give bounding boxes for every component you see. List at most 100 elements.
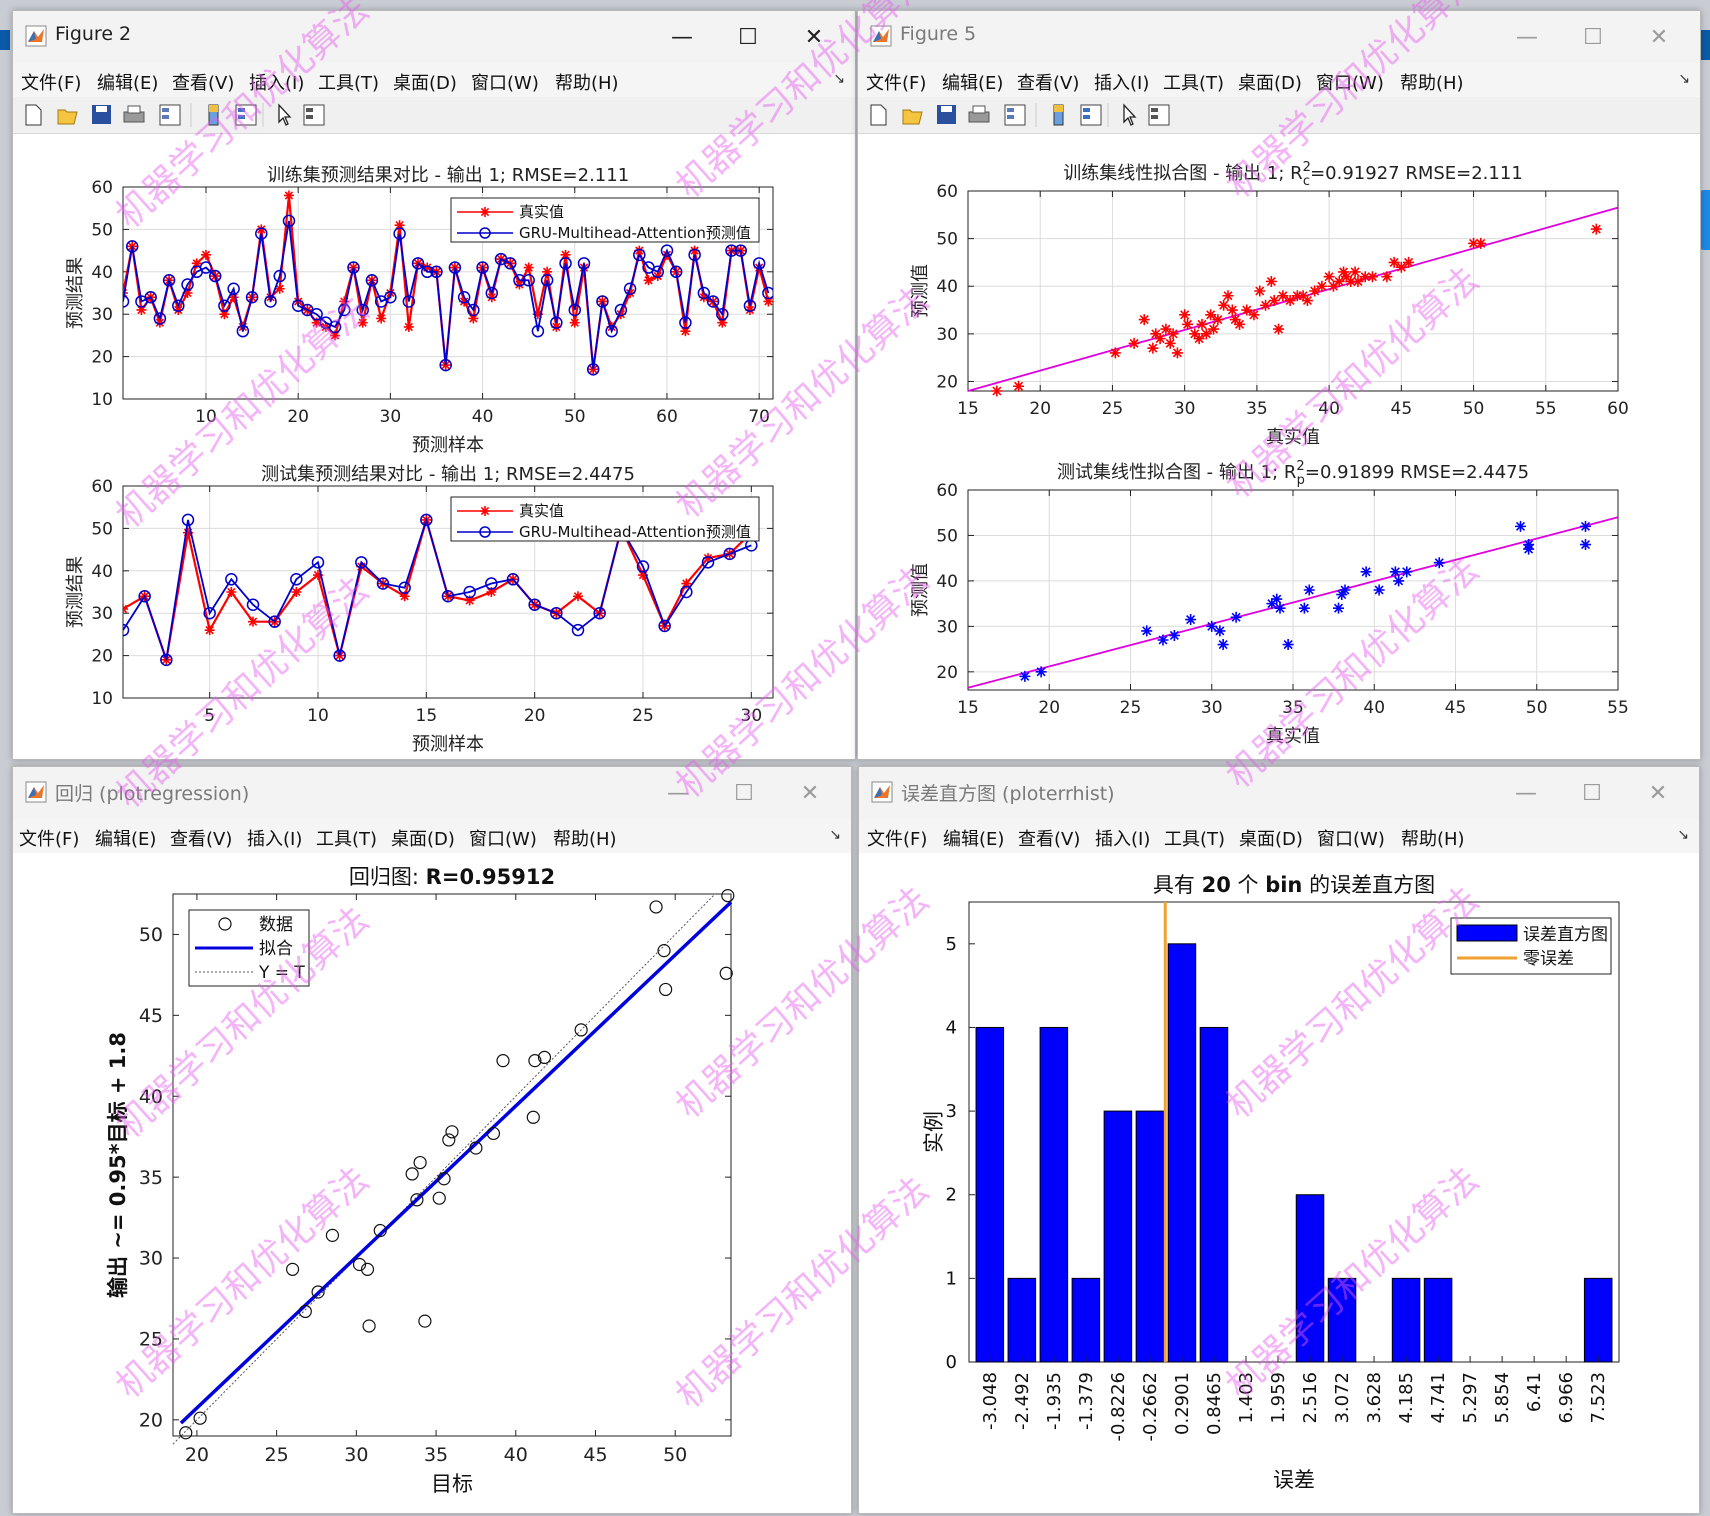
reg-data-point: [437, 1172, 451, 1186]
menu-desktop[interactable]: 桌面(D): [393, 73, 457, 94]
reg-data-point: [496, 1054, 510, 1068]
menu-insert[interactable]: 插入(I): [247, 829, 303, 850]
save-icon[interactable]: [92, 105, 111, 124]
fig2-bottom-legend-marker: [479, 526, 491, 538]
fig5-bottom-data-point: [1282, 639, 1294, 651]
maximize-button[interactable]: ☐: [1583, 24, 1603, 50]
menu-tools[interactable]: 工具(T): [1164, 829, 1226, 850]
fig2-top-xtick-label: 50: [564, 407, 586, 427]
fig2-top-true-point: [136, 304, 147, 315]
menu-desktop[interactable]: 桌面(D): [1238, 73, 1302, 94]
menu-window[interactable]: 窗口(W): [1317, 829, 1385, 850]
maximize-button[interactable]: ☐: [738, 24, 758, 50]
fig2-bottom-true-point: [464, 595, 475, 606]
pointer-icon[interactable]: [1123, 103, 1137, 126]
open-file-icon[interactable]: [902, 109, 923, 125]
colorbar-icon[interactable]: [1053, 104, 1064, 126]
minimize-button[interactable]: —: [1515, 780, 1537, 806]
save-icon[interactable]: [937, 105, 956, 124]
fig2-top-true-point: [228, 292, 239, 303]
menu-help[interactable]: 帮助(H): [553, 829, 617, 850]
desktop-edge-left: [0, 30, 10, 50]
menu-edit[interactable]: 编辑(E): [95, 829, 157, 850]
regression-content: 20 25 30 35 40 45 50 20 25 30 35 40 45 50 回归图: R=0.959…: [13, 854, 851, 1513]
fig2-top-pred-point: [245, 290, 259, 304]
fig2-top-pred-point: [227, 282, 240, 296]
colorbar-icon[interactable]: [208, 104, 219, 126]
close-button[interactable]: ✕: [1649, 24, 1669, 50]
link-icon[interactable]: [1004, 104, 1026, 126]
reg-data-point: [469, 1141, 483, 1155]
fig2-top-pred-point: [153, 312, 167, 325]
close-button[interactable]: ✕: [804, 24, 824, 50]
close-button[interactable]: ✕: [800, 780, 820, 806]
menu-file[interactable]: 文件(F): [19, 829, 80, 850]
property-editor-icon[interactable]: [303, 104, 325, 126]
menu-help[interactable]: 帮助(H): [555, 73, 619, 94]
legend-icon[interactable]: [235, 104, 257, 126]
menu-window[interactable]: 窗口(W): [1316, 73, 1384, 94]
fig2-top-true-point: [422, 262, 433, 273]
errhist-titlebar[interactable]: 误差直方图 (ploterrhist) — ☐ ✕: [859, 767, 1699, 819]
menu-edit[interactable]: 编辑(E): [942, 73, 1004, 94]
dock-arrow-icon[interactable]: ↘: [833, 71, 845, 87]
fig2-top-pred-point: [467, 303, 480, 317]
menu-edit[interactable]: 编辑(E): [943, 829, 1005, 850]
reg-title: 回归图: R=0.95912: [349, 865, 555, 889]
legend-icon[interactable]: [1080, 104, 1102, 126]
menu-help[interactable]: 帮助(H): [1401, 829, 1465, 850]
fig2-top-true-point: [330, 330, 341, 341]
menu-edit[interactable]: 编辑(E): [97, 73, 159, 94]
fig2-top-pred-point: [522, 274, 535, 287]
dock-arrow-icon[interactable]: ↘: [1678, 71, 1690, 87]
menu-desktop[interactable]: 桌面(D): [1239, 829, 1303, 850]
maximize-button[interactable]: ☐: [1582, 780, 1602, 806]
menu-insert[interactable]: 插入(I): [1095, 829, 1151, 850]
menu-desktop[interactable]: 桌面(D): [391, 829, 455, 850]
fig5-top-data-point: [1366, 271, 1378, 283]
menu-view[interactable]: 查看(V): [172, 73, 235, 94]
menu-tools[interactable]: 工具(T): [318, 73, 380, 94]
minimize-button[interactable]: —: [671, 24, 693, 50]
fig2-bottom-pred-point: [420, 513, 433, 527]
figure2-titlebar[interactable]: Figure 2 — ☐ ✕: [13, 11, 855, 63]
print-icon[interactable]: [123, 105, 145, 123]
menu-insert[interactable]: 插入(I): [1094, 73, 1150, 94]
menu-view[interactable]: 查看(V): [170, 829, 233, 850]
menu-tools[interactable]: 工具(T): [1163, 73, 1225, 94]
dock-arrow-icon[interactable]: ↘: [829, 827, 841, 843]
menu-window[interactable]: 窗口(W): [471, 73, 539, 94]
minimize-button[interactable]: —: [667, 780, 689, 806]
property-editor-icon[interactable]: [1148, 104, 1170, 126]
link-icon[interactable]: [159, 104, 181, 126]
menu-insert[interactable]: 插入(I): [249, 73, 305, 94]
menu-file[interactable]: 文件(F): [867, 829, 928, 850]
maximize-button[interactable]: ☐: [734, 780, 754, 806]
reg-fit-line: [179, 900, 733, 1425]
dock-arrow-icon[interactable]: ↘: [1677, 827, 1689, 843]
menu-file[interactable]: 文件(F): [866, 73, 927, 94]
fig5-top-data-point: [1171, 347, 1183, 359]
reg-data-point: [413, 1155, 427, 1170]
new-file-icon[interactable]: [25, 104, 42, 126]
open-file-icon[interactable]: [57, 109, 78, 125]
menu-window[interactable]: 窗口(W): [469, 829, 537, 850]
print-icon[interactable]: [968, 105, 990, 123]
minimize-button[interactable]: —: [1516, 24, 1538, 50]
menu-view[interactable]: 查看(V): [1018, 829, 1081, 850]
fig2-top-pred-point: [448, 261, 462, 274]
fig2-bottom-pred-point: [181, 513, 195, 527]
menu-tools[interactable]: 工具(T): [316, 829, 378, 850]
fig2-bottom-xtick-label: 15: [416, 706, 438, 726]
fig2-bottom-pred-point: [376, 577, 390, 590]
new-file-icon[interactable]: [870, 104, 887, 126]
reg-data-point: [574, 1023, 588, 1037]
menu-view[interactable]: 查看(V): [1017, 73, 1080, 94]
pointer-icon[interactable]: [278, 103, 292, 126]
hist-xtick-label: 3.628: [1364, 1372, 1385, 1424]
menu-file[interactable]: 文件(F): [21, 73, 82, 94]
figure5-titlebar[interactable]: Figure 5 — ☐ ✕: [858, 11, 1700, 63]
menu-help[interactable]: 帮助(H): [1400, 73, 1464, 94]
close-button[interactable]: ✕: [1648, 780, 1668, 806]
regression-titlebar[interactable]: 回归 (plotregression) — ☐ ✕: [13, 767, 851, 819]
